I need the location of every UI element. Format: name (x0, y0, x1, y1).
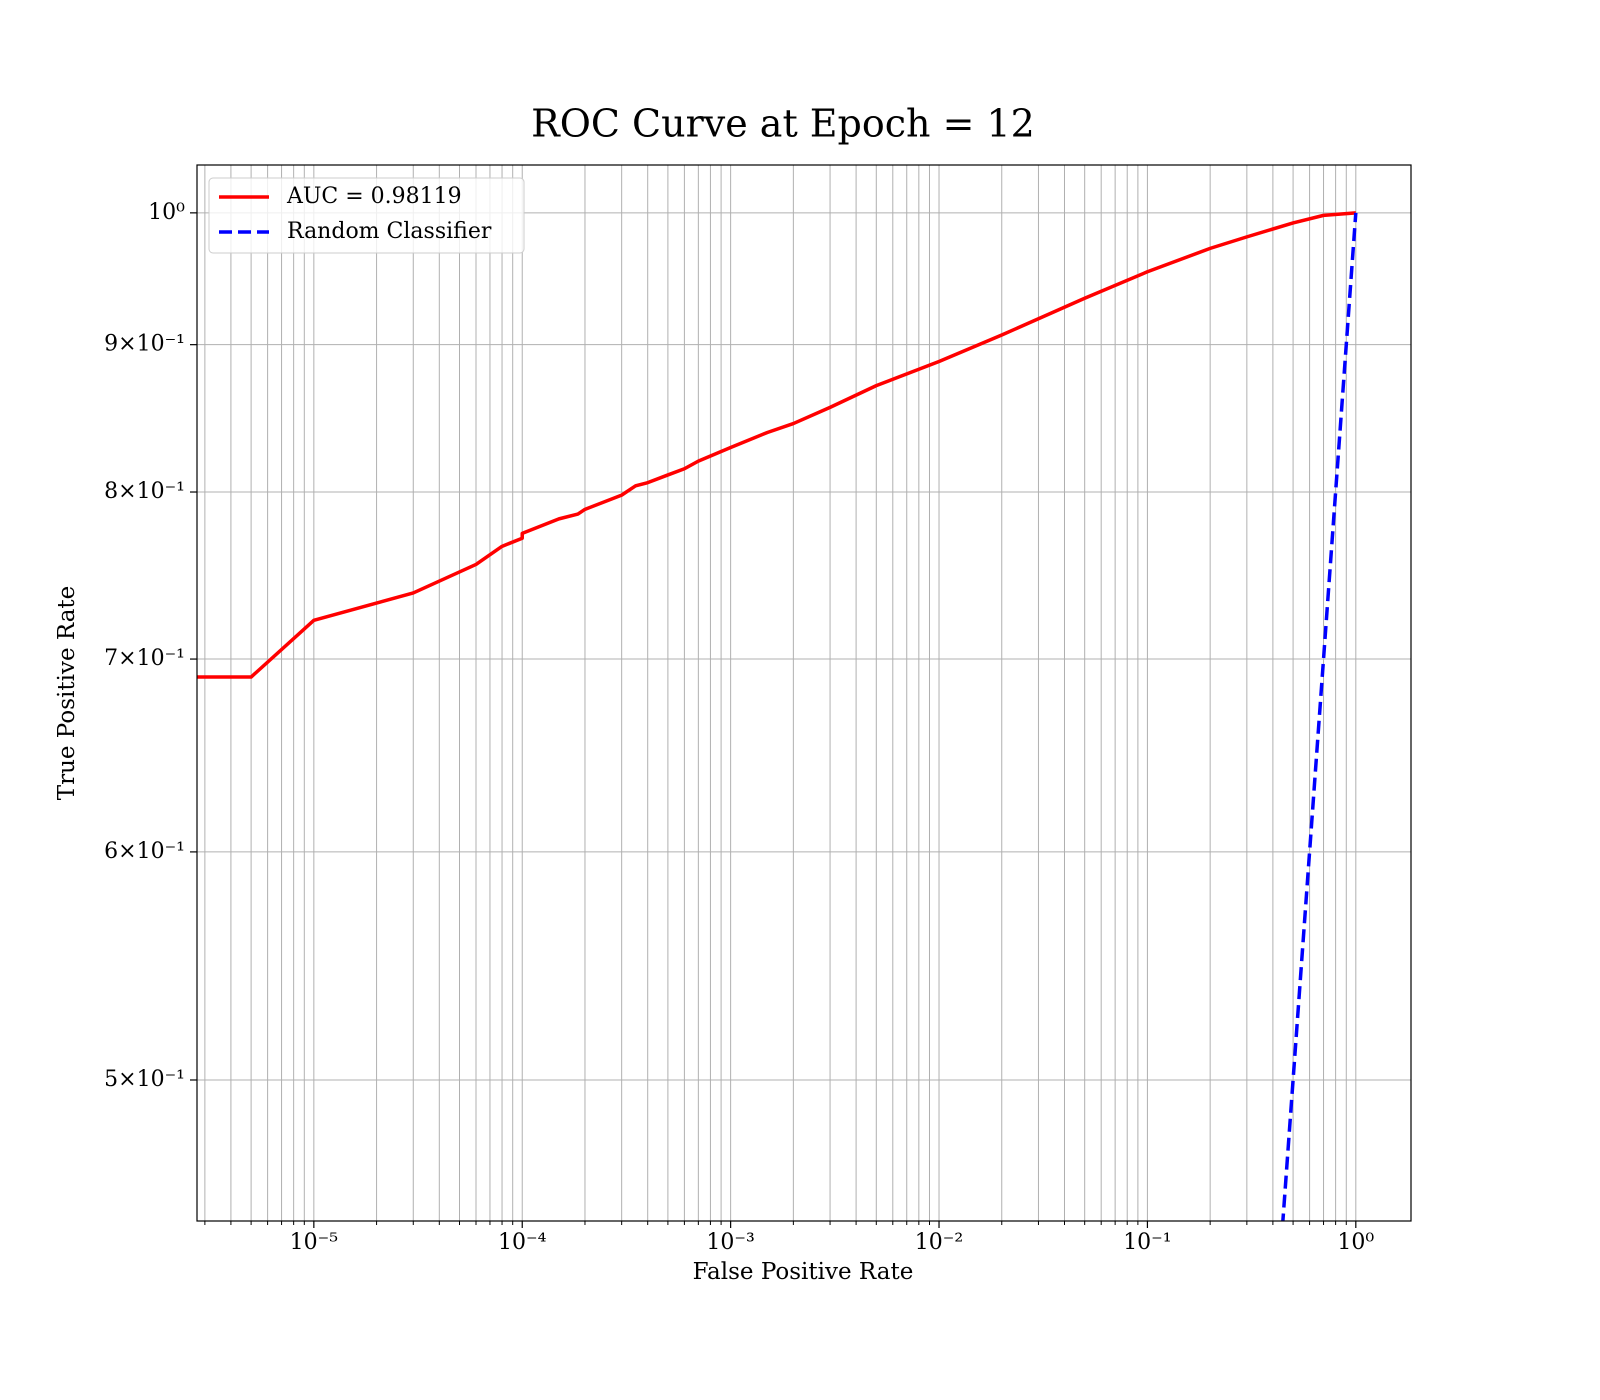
series-line (197, 211, 1356, 679)
chart-title: ROC Curve at Epoch = 12 (531, 102, 1035, 146)
grid (197, 165, 1411, 1221)
plot-frame (196, 164, 1412, 1222)
x-tick-label: 10⁰ (1337, 1230, 1374, 1255)
y-tick-label: 5×10⁻¹ (104, 1067, 185, 1092)
legend: AUC = 0.98119 Random Classifier (208, 177, 525, 254)
x-tick-label: 10⁻³ (706, 1230, 754, 1255)
x-tick-label: 10⁻² (915, 1230, 963, 1255)
x-tick-label: 10⁻⁴ (498, 1230, 547, 1255)
y-tick-label: 8×10⁻¹ (104, 479, 185, 504)
legend-label: Random Classifier (287, 219, 492, 244)
legend-frame (208, 177, 525, 254)
axes: 10⁻⁵ 10⁻⁴ 10⁻³ 10⁻² 10⁻¹ 10⁰ 5×10⁻¹ 6×10⁻¹ 7×10⁻… (104, 164, 1412, 1255)
y-tick-label: 6×10⁻¹ (104, 839, 185, 864)
plot-lines (197, 211, 1358, 1221)
legend-label: AUC = 0.98119 (286, 184, 462, 209)
x-tick-label: 10⁻⁵ (290, 1230, 338, 1255)
y-tick-label: 10⁰ (148, 200, 185, 225)
y-tick-label: 9×10⁻¹ (104, 332, 185, 357)
y-axis-label: True Positive Rate (54, 586, 80, 801)
y-tick-label: 7×10⁻¹ (104, 646, 185, 671)
series-line (1281, 212, 1358, 1221)
x-tick-label: 10⁻¹ (1123, 1230, 1171, 1255)
x-axis-label: False Positive Rate (693, 1259, 914, 1285)
